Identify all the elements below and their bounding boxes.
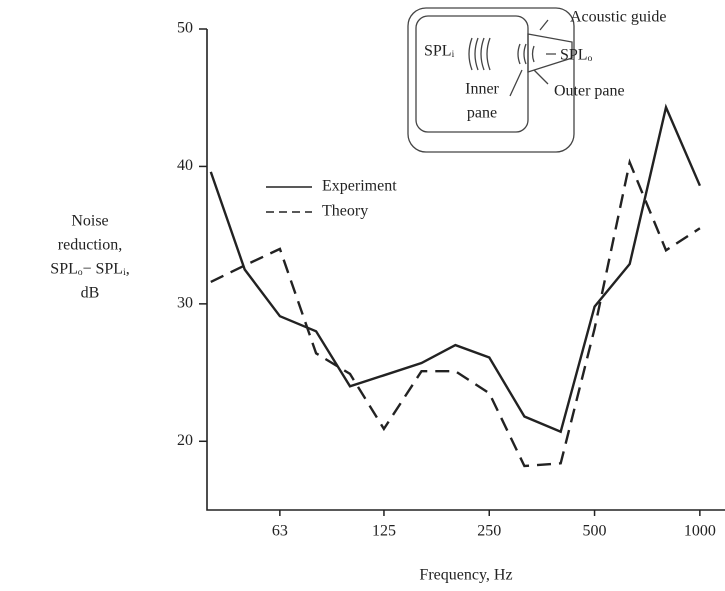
x-tick-label: 125 [372,523,396,540]
x-tick-label: 63 [272,523,288,540]
annotation: pane [467,105,497,122]
y-axis-label: SPLₒ− SPLᵢ, [50,261,129,278]
y-tick-label: 30 [177,295,193,312]
cabin-outline [407,7,575,153]
annotation: SPLₒ [560,47,593,64]
x-tick-label: 1000 [684,523,716,540]
sound-waves [468,37,535,71]
y-axis-label: dB [81,285,100,302]
legend-label: Theory [322,203,368,220]
inset-diagram: Acoustic guide SPLᵢ SPLₒ Inner pane Oute… [407,7,666,153]
annotation: Outer pane [554,83,625,100]
acoustic-guide [527,33,573,73]
y-axis-label: reduction, [58,237,122,254]
axes [206,29,725,511]
annotation: Acoustic guide [570,9,666,26]
y-axis-label: Noise [71,213,108,230]
y-tick-label: 40 [177,157,193,174]
annotation: SPLᵢ [424,43,455,60]
leader-lines [509,19,556,97]
annotation: Inner [465,81,499,98]
x-tick-label: 250 [477,523,501,540]
data-line [209,103,702,434]
y-tick-label: 20 [177,432,193,449]
x-axis-label: Frequency, Hz [419,567,512,584]
data-line [210,158,701,468]
legend-label: Experiment [322,178,397,195]
inner-cabin [415,15,529,133]
x-tick-label: 500 [583,523,607,540]
y-tick-label: 50 [177,20,193,37]
